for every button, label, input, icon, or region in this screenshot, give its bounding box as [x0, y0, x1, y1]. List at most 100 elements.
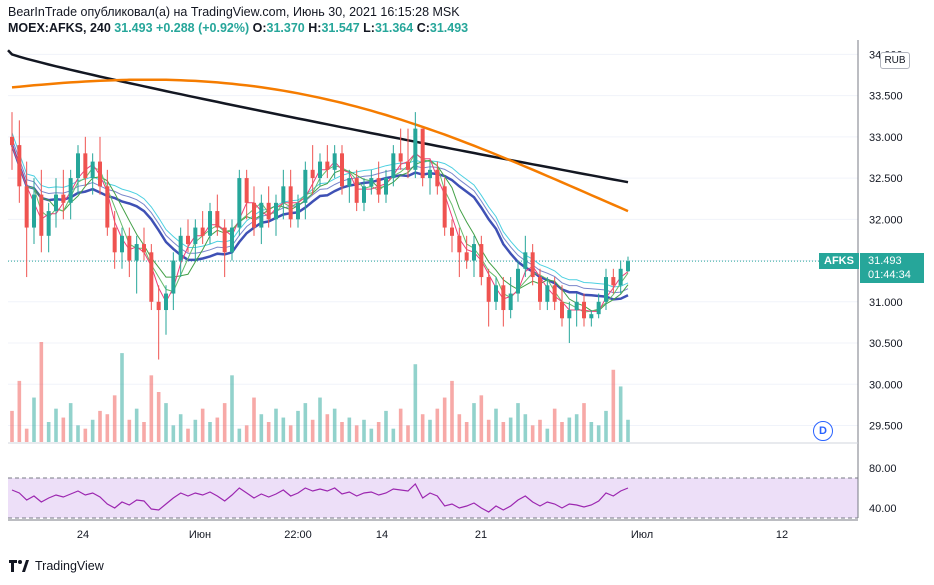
currency-badge[interactable]: RUB: [880, 52, 910, 69]
volume-bar: [530, 425, 535, 442]
open-label: O:: [252, 21, 267, 35]
price-tick-label: 31.000: [869, 297, 903, 309]
symbol: MOEX:AFKS, 240: [8, 21, 111, 35]
ma-line-black: [7, 49, 629, 184]
volume-bar: [354, 425, 359, 442]
volume-bar: [560, 422, 564, 442]
price-tick-label: 33.000: [869, 132, 903, 144]
open-value: 31.370: [266, 21, 305, 35]
volume-bar: [68, 403, 73, 442]
volume-bar: [32, 397, 36, 442]
time-tick-label: 21: [475, 529, 487, 541]
candle-body: [604, 277, 608, 302]
volume-bar: [464, 422, 469, 442]
volume-bar: [39, 342, 44, 442]
candle-body: [274, 202, 278, 220]
candle-body: [413, 128, 418, 170]
volume-bar: [479, 395, 484, 442]
volume-bar: [303, 403, 308, 442]
time-tick-label: 14: [376, 529, 388, 541]
volume-bar: [156, 392, 161, 442]
volume-bar: [486, 419, 491, 442]
candle-body: [39, 194, 44, 236]
rsi-band: [8, 478, 858, 518]
tradingview-logo[interactable]: TradingView: [8, 559, 104, 573]
candle-body: [516, 268, 520, 294]
volume-bar: [10, 410, 14, 442]
volume-bar: [376, 422, 381, 442]
volume-bar: [413, 364, 418, 442]
volume-bar: [252, 397, 256, 442]
candle-body: [567, 310, 572, 319]
time-tick-label: Июл: [631, 529, 653, 541]
volume-bar: [61, 417, 66, 442]
volume-bar: [435, 408, 440, 442]
volume-bar: [340, 422, 344, 442]
candle-body: [530, 252, 535, 278]
candle-body: [259, 202, 264, 228]
volume-bar: [384, 410, 388, 442]
candle-body: [61, 194, 66, 203]
volume-bar: [76, 425, 80, 442]
candle-body: [252, 202, 256, 228]
volume-bar: [127, 419, 132, 442]
volume-bar: [582, 403, 586, 442]
candle-body: [538, 277, 542, 302]
volume-bar: [112, 395, 117, 442]
volume-bar: [186, 428, 190, 442]
candle-body: [523, 252, 528, 269]
candle-body: [442, 186, 447, 228]
candle-body: [32, 194, 36, 228]
time-tick-label: Июн: [189, 529, 211, 541]
candle-body: [406, 161, 410, 170]
candle-body: [611, 277, 616, 286]
candle-body: [193, 227, 198, 245]
volume-bar: [134, 408, 139, 442]
volume-bar: [120, 353, 124, 442]
candle-body: [156, 301, 161, 311]
candle-body: [76, 153, 80, 179]
rsi-pane: [8, 477, 858, 519]
candle-body: [222, 227, 227, 253]
volume-bar: [472, 403, 476, 442]
volume-bar: [98, 410, 102, 442]
candle-body: [303, 169, 308, 203]
low-value: 31.364: [374, 21, 414, 35]
candle-body: [479, 244, 484, 278]
volume-bar: [171, 425, 176, 442]
candle-body: [98, 161, 102, 187]
candle-body: [318, 161, 322, 179]
volume-bar: [274, 408, 278, 442]
time-tick-label: 22:00: [284, 529, 312, 541]
price-tick-label: 30.000: [869, 379, 903, 391]
volume-bar: [288, 425, 293, 442]
volume-bar: [508, 417, 513, 442]
price-tag-countdown: 01:44:34: [868, 269, 911, 282]
ma-line-orange: [11, 78, 629, 213]
price-tick-label: 33.500: [869, 91, 903, 103]
volume-bar: [420, 414, 425, 442]
candle-body: [281, 186, 286, 203]
candle-body: [237, 178, 242, 228]
candle-body: [288, 186, 293, 220]
candle-body: [105, 186, 110, 228]
candle-body: [552, 285, 557, 302]
rsi-tick-label: 40.00: [869, 503, 897, 515]
publisher-line: BearInTrade опубликовал(а) на TradingVie…: [8, 5, 460, 19]
volume-bar: [325, 414, 330, 442]
volume-bar: [332, 408, 337, 442]
volume-bar: [545, 428, 550, 442]
volume-bars: [10, 342, 630, 442]
volume-bar: [538, 419, 542, 442]
close-value: 31.493: [429, 21, 469, 35]
dividend-badge[interactable]: D: [813, 421, 833, 441]
volume-bar: [24, 428, 29, 442]
volume-bar: [626, 419, 630, 442]
price-change: +0.288 (+0.92%): [156, 21, 250, 35]
high-value: 31.547: [321, 21, 360, 35]
candle-body: [178, 235, 183, 261]
volume-bar: [318, 397, 322, 442]
volume-bar: [222, 403, 227, 442]
candle-body: [384, 178, 388, 195]
